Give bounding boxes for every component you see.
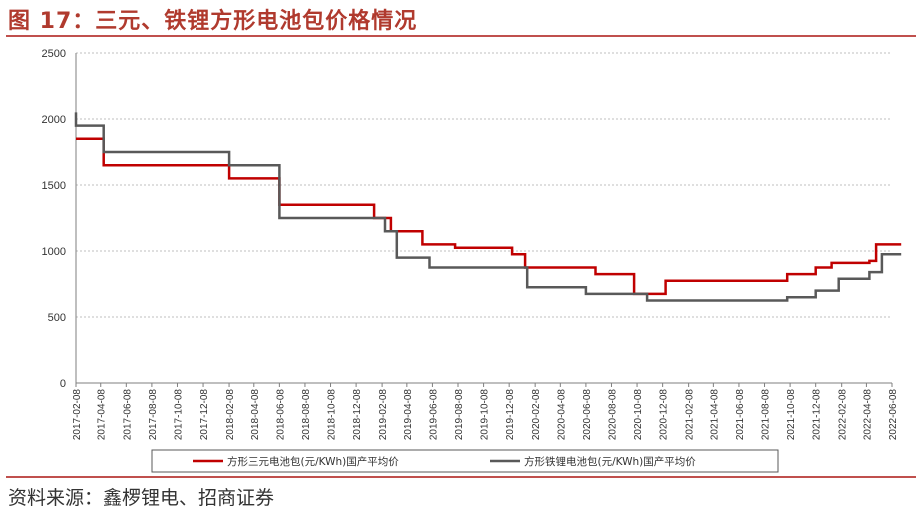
x-tick-label: 2018-08-08 <box>301 389 312 441</box>
series-line-2 <box>74 112 902 302</box>
x-tick-label: 2017-02-08 <box>72 389 83 441</box>
axis-layer: 0 500 1000 1500 2000 2500 2017-02-08 2017-04-08… <box>42 48 899 440</box>
series-line-1 <box>76 137 902 296</box>
series-layer <box>74 112 902 302</box>
x-tick-label: 2018-02-08 <box>225 389 236 441</box>
y-tick-label: 1000 <box>42 246 66 258</box>
x-tick-label: 2021-02-08 <box>685 389 696 441</box>
x-tick-label: 2019-04-08 <box>403 389 414 441</box>
x-tick-label: 2021-08-08 <box>761 389 772 441</box>
y-tick-label: 500 <box>48 312 66 324</box>
x-tick-label: 2020-06-08 <box>582 389 593 441</box>
x-tick-label: 2018-06-08 <box>275 389 286 441</box>
legend-box <box>151 449 779 473</box>
x-tick-label: 2017-04-08 <box>97 389 108 441</box>
legend-label-2: 方形铁锂电池包(元/KWh)国产平均价 <box>524 455 696 468</box>
title-divider <box>6 35 916 37</box>
x-tick-label: 2021-04-08 <box>709 389 720 441</box>
figure-title: 图 17：三元、铁锂方形电池包价格情况 <box>8 9 418 34</box>
legend-label-1: 方形三元电池包(元/KWh)国产平均价 <box>227 455 399 468</box>
x-tick-label: 2017-08-08 <box>148 389 159 441</box>
legend-layer: 方形三元电池包(元/KWh)国产平均价 方形铁锂电池包(元/KWh)国产平均价 <box>151 449 779 473</box>
x-tick-label: 2017-06-08 <box>122 389 133 441</box>
x-tick-label: 2020-08-08 <box>607 389 618 441</box>
x-tick-label: 2019-08-08 <box>454 389 465 441</box>
grid-layer <box>76 52 892 318</box>
y-tick-label: 1500 <box>42 180 66 192</box>
x-tick-label: 2017-12-08 <box>199 389 210 441</box>
x-tick-label: 2019-06-08 <box>428 389 439 441</box>
x-tick-label: 2018-04-08 <box>250 389 261 441</box>
x-tick-label: 2017-10-08 <box>173 389 184 441</box>
x-tick-label: 2020-12-08 <box>659 389 670 441</box>
y-tick-label: 2500 <box>42 48 66 60</box>
x-tick-label: 2019-02-08 <box>378 389 389 441</box>
x-tick-label: 2022-06-08 <box>888 389 899 441</box>
y-tick-label: 2000 <box>42 114 66 126</box>
x-tick-label: 2018-12-08 <box>352 389 363 441</box>
x-tick-label: 2019-10-08 <box>480 389 491 441</box>
x-tick-label: 2020-10-08 <box>633 389 644 441</box>
x-tick-label: 2020-02-08 <box>531 389 542 441</box>
x-tick-label: 2021-06-08 <box>735 389 746 441</box>
source-divider <box>6 476 916 478</box>
x-tick-label: 2022-02-08 <box>838 389 849 441</box>
x-tick-label: 2022-04-08 <box>862 389 873 441</box>
source-note: 资料来源：鑫椤锂电、招商证券 <box>8 487 275 509</box>
x-tick-label: 2021-12-08 <box>812 389 823 441</box>
y-tick-label: 0 <box>60 378 66 390</box>
x-tick-label: 2020-04-08 <box>556 389 567 441</box>
x-tick-label: 2021-10-08 <box>786 389 797 441</box>
x-tick-label: 2019-12-08 <box>505 389 516 441</box>
x-tick-label: 2018-10-08 <box>327 389 338 441</box>
